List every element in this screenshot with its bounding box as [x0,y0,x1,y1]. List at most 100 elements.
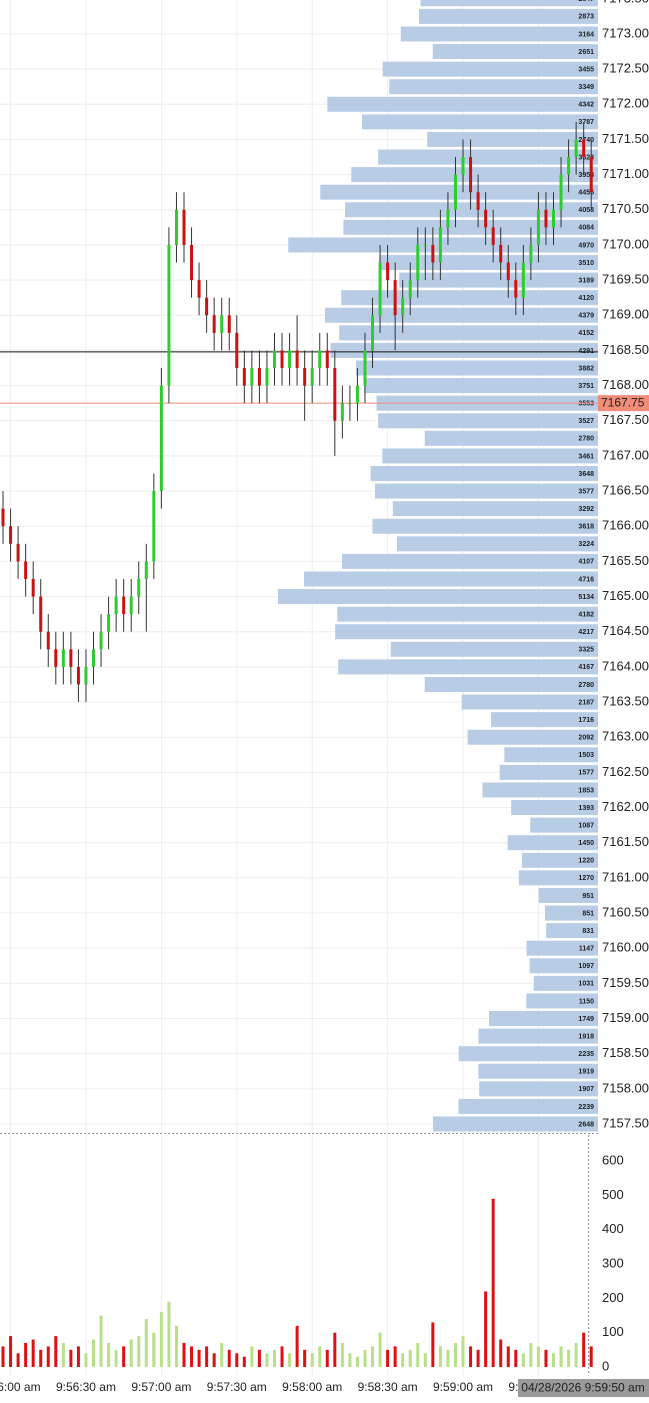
volume-bar [469,1346,473,1367]
candle-body [536,209,540,245]
volume-bar [310,1353,314,1367]
volume-bar [363,1349,367,1367]
candle-body [31,578,35,597]
y-tick-label: 7163.00 [602,729,649,744]
y-tick-label: 7157.50 [602,1115,649,1130]
profile-bar [288,237,598,253]
y-tick-label: 7159.00 [602,1010,649,1025]
profile-bar [392,501,598,517]
candle-body [310,368,314,386]
candle-body [295,350,299,369]
profile-bar [378,149,598,165]
y-tick-label: 7167.50 [602,412,649,427]
profile-label: 4058 [578,207,594,214]
profile-bar [351,167,598,183]
profile-bar [327,96,598,112]
profile-label: 3325 [578,647,594,654]
candle-body [167,244,171,386]
volume-bar [220,1342,224,1367]
volume-bar [159,1312,163,1367]
profile-bar [304,571,598,587]
profile-label: 4167 [578,664,594,671]
candle-body [446,209,450,228]
candle-body [355,385,359,404]
volume-bar [250,1346,254,1367]
profile-bar [345,202,598,218]
candle-body [114,596,118,615]
volume-bar [182,1342,186,1367]
profile-bar [420,0,598,7]
candle-body [280,350,284,369]
volume-bar [521,1353,525,1367]
profile-bar [325,307,598,323]
volume-bar [340,1342,344,1367]
profile-bar [370,465,598,481]
volume-bar [197,1349,201,1367]
volume-tick-label: 500 [602,1187,624,1202]
volume-bar [122,1346,126,1367]
profile-bar [529,958,598,974]
candle-body [589,157,593,193]
candle-body [182,209,186,245]
profile-label: 1150 [579,998,594,1005]
volume-tick-label: 200 [602,1290,624,1305]
candle-body [386,262,390,281]
candle-body [582,139,586,158]
profile-label: 2740 [578,137,594,144]
y-tick-label: 7172.50 [602,61,649,76]
profile-bar [538,887,598,903]
y-tick-label: 7161.50 [602,834,649,849]
y-tick-label: 7166.00 [602,518,649,533]
candle-body [363,350,367,386]
volume-bar [288,1353,292,1367]
volume-bar [129,1339,133,1367]
candle-body [521,262,525,298]
profile-label: 2873 [578,14,594,21]
candle-body [54,649,58,667]
profile-bar [342,553,598,569]
profile-label: 1220 [578,858,594,865]
y-tick-label: 7165.50 [602,553,649,568]
profile-label: 2780 [578,436,594,443]
profile-label: 2092 [578,735,594,742]
profile-label: 3292 [578,506,594,513]
candle-body [265,368,269,386]
volume-bar [333,1332,337,1367]
candle-body [491,227,495,245]
profile-label: 4120 [578,295,594,302]
profile-bar [364,378,598,394]
volume-bar [325,1349,329,1367]
profile-bar [390,641,598,657]
volume-bar [92,1339,96,1367]
profile-label: 1450 [578,840,594,847]
volume-bar [190,1346,194,1367]
volume-profile: 2847 2873 3164 2651 3455 3349 4342 3787 2740 3528… [278,0,598,1132]
profile-label: 3618 [578,524,594,531]
profile-bar [375,483,598,499]
volume-bar [212,1353,216,1367]
profile-label: 1853 [578,787,594,794]
volume-bar [227,1349,231,1367]
candle-body [220,315,224,333]
candle-body [499,244,503,263]
profile-label: 3527 [578,418,594,425]
crosshair-box [518,1379,649,1397]
volume-tick-label: 600 [602,1152,624,1167]
candle-body [544,209,548,228]
candle-body [174,209,178,245]
y-tick-label: 7173.00 [602,25,649,40]
volume-tick-label: 100 [602,1324,624,1339]
profile-bar [458,1046,598,1062]
x-tick-label: 9:58:00 am [282,1380,342,1394]
profile-bar [499,764,598,780]
candle-body [340,403,344,421]
volume-bar [446,1349,450,1367]
profile-label: 2780 [578,682,594,689]
profile-label: 851 [582,910,594,917]
profile-label: 951 [582,893,594,900]
profile-label: 4182 [578,611,594,618]
profile-label: 3882 [578,365,594,372]
